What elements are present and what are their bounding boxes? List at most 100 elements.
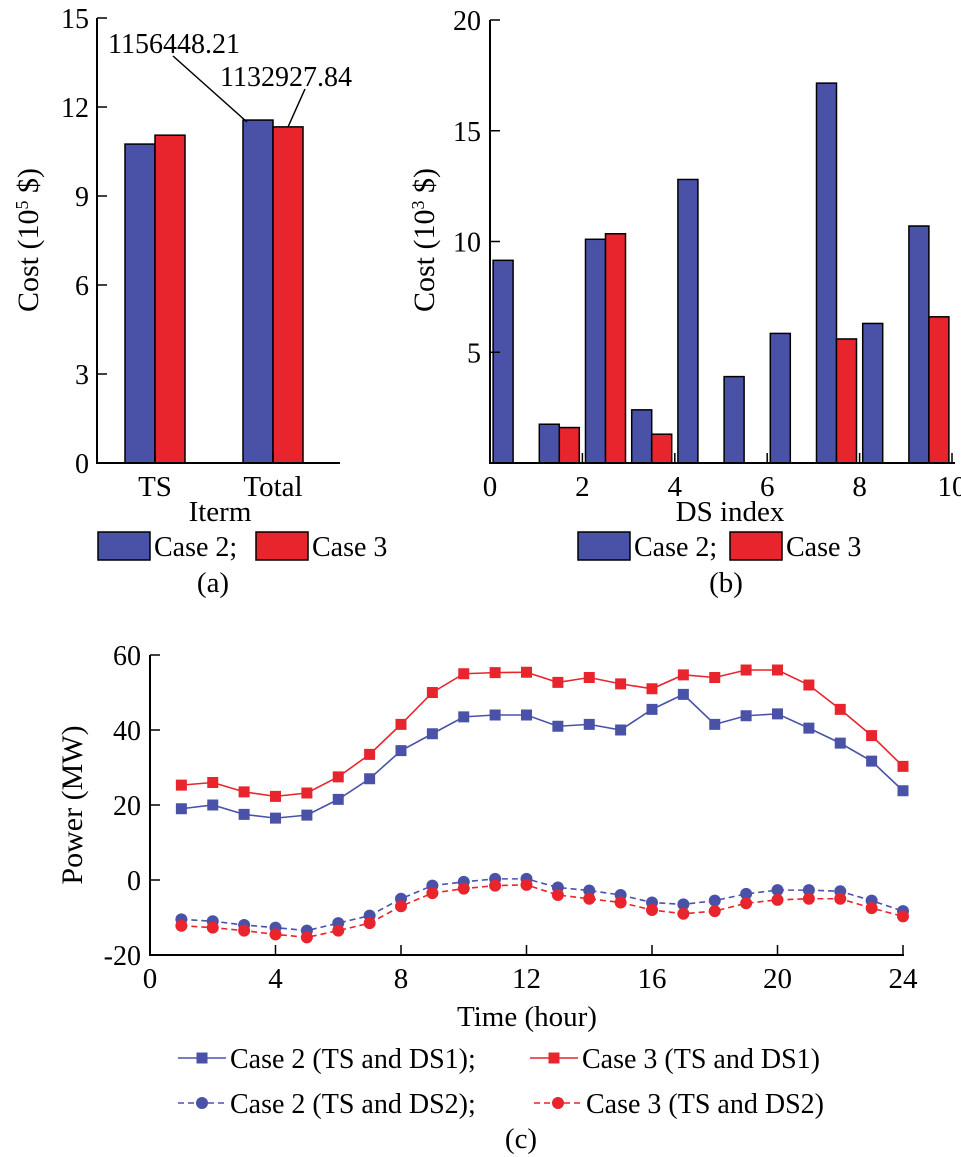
- panel-b-ytick-label: 20: [453, 6, 481, 37]
- annotation-leader-1: [172, 55, 248, 123]
- panel-c-marker-series-1: [897, 785, 909, 797]
- panel-a-bar-case2: [242, 119, 274, 464]
- panel-c-marker-series-2: [677, 669, 689, 681]
- panel-c-marker-series-2: [552, 676, 564, 688]
- panel-c-ytick-label: 40: [113, 716, 141, 747]
- panel-b-xtick-label: 0: [483, 471, 498, 503]
- panel-c-marker-series-1: [364, 773, 376, 785]
- legend-label-series-4: Case 3 (TS and DS2): [586, 1089, 824, 1120]
- panel-c-ytick-label: 60: [113, 641, 141, 672]
- panel-c-marker-series-1: [332, 793, 344, 805]
- panel-c-ytick-label: 20: [113, 791, 141, 822]
- panel-b-xtick-label: 4: [668, 471, 683, 503]
- panel-c-marker-series-4: [206, 921, 219, 934]
- panel-c-marker-series-2: [803, 679, 815, 691]
- panel-c-marker-series-1: [866, 755, 878, 767]
- panel-c-xtick-label: 16: [638, 963, 667, 995]
- panel-c-marker-series-1: [740, 710, 752, 722]
- legend-marker-series-1: [196, 1052, 208, 1064]
- panel-c-xtick-label: 24: [889, 963, 919, 995]
- panel-c-marker-series-2: [458, 668, 470, 680]
- panel-c-marker-series-2: [175, 779, 187, 791]
- panel-b-bars: [492, 82, 950, 464]
- legend-swatch-case3: [255, 531, 309, 561]
- panel-c-marker-series-2: [834, 703, 846, 715]
- panel-b-x-ticks: 0 2 4 6 8 10: [483, 453, 961, 503]
- panel-b-bar-case2: [538, 423, 561, 464]
- panel-c-marker-series-1: [175, 803, 187, 815]
- panel-c-marker-series-2: [646, 683, 658, 695]
- panel-b-xtick-label: 6: [760, 471, 775, 503]
- panel-c-marker-series-2: [489, 667, 501, 679]
- panel-a-bar-case3: [272, 126, 304, 464]
- panel-c-marker-series-4: [395, 900, 407, 913]
- panel-a-xtick-label: TS: [138, 471, 172, 503]
- panel-c-marker-series-2: [364, 748, 376, 760]
- panel-c-marker-series-4: [771, 893, 784, 906]
- panel-c-marker-series-1: [552, 720, 564, 732]
- panel-c-marker-series-4: [646, 904, 658, 916]
- panel-b-bar-case2: [908, 225, 930, 464]
- panel-c-marker-series-2: [583, 672, 595, 683]
- panel-c-marker-series-2: [395, 718, 407, 730]
- panel-a-ytick-label: 6: [75, 271, 89, 302]
- panel-b-bar-case2: [584, 238, 607, 464]
- legend-label-case2: Case 2;: [154, 532, 237, 563]
- panel-b-y-ticks: 5 10 15 20: [453, 6, 500, 369]
- legend-label-case3: Case 3: [786, 532, 861, 563]
- legend-swatch-case3: [729, 531, 783, 561]
- panel-b-bar-case3: [650, 433, 673, 464]
- panel-b-xtick-label: 8: [852, 471, 867, 503]
- panel-a-bar-case2: [124, 143, 156, 464]
- panel-c-legend: Case 2 (TS and DS1); Case 3 (TS and DS1) C…: [178, 1044, 824, 1120]
- panel-c-ylabel: Power (MW): [56, 725, 89, 884]
- panel-a-bars: [124, 119, 304, 464]
- panel-c-marker-series-1: [709, 718, 721, 730]
- panel-b-ytick-label: 15: [453, 117, 481, 148]
- panel-b-bar-case2: [492, 259, 514, 464]
- panel-c-marker-series-4: [708, 905, 721, 918]
- panel-c-marker-series-2: [615, 678, 627, 690]
- panel-c-marker-series-1: [395, 745, 407, 757]
- panel-c-marker-series-1: [646, 703, 658, 715]
- panel-c-marker-series-4: [269, 928, 282, 941]
- panel-c-marker-series-4: [740, 897, 753, 910]
- panel-c-marker-series-3: [677, 898, 690, 911]
- panel-c-marker-series-1: [301, 809, 313, 821]
- panel-c-marker-series-4: [834, 892, 847, 905]
- panel-c-marker-series-4: [238, 924, 251, 937]
- panel-c-marker-series-3: [708, 894, 721, 907]
- legend-label-series-1: Case 2 (TS and DS1);: [230, 1044, 476, 1075]
- panel-c-marker-series-4: [897, 910, 909, 923]
- panel-b-bar-case3: [835, 338, 858, 464]
- panel-a-ytick-label: 3: [75, 360, 89, 391]
- panel-c-marker-series-1: [772, 708, 783, 720]
- panel-a-xtick-label: Total: [243, 471, 302, 503]
- panel-b-bar-case3: [928, 316, 950, 464]
- panel-c-marker-series-3: [583, 884, 596, 897]
- panel-b-xlabel: DS index: [676, 496, 785, 528]
- panel-c-marker-series-2: [740, 664, 752, 676]
- panel-c-marker-series-2: [238, 786, 250, 798]
- panel-c-xtick-label: 20: [763, 963, 792, 995]
- legend-label-series-3: Case 2 (TS and DS2);: [230, 1089, 476, 1120]
- panel-b-xtick-label: 2: [575, 471, 590, 503]
- panel-c-marker-series-2: [772, 664, 783, 676]
- legend-swatch-case2: [97, 531, 151, 561]
- legend-marker-series-2: [548, 1052, 560, 1064]
- annotation-total-case3: 1132927.84: [220, 62, 352, 93]
- annotation-total-case2: 1156448.21: [108, 29, 240, 60]
- panel-c-line-series-3: [181, 878, 904, 932]
- panel-c-marker-series-2: [897, 760, 909, 772]
- panel-b-bar-case2: [723, 375, 745, 464]
- panel-c-xlabel: Time (hour): [457, 1001, 597, 1033]
- panel-c-marker-series-4: [677, 907, 690, 920]
- panel-c-marker-series-1: [583, 718, 595, 730]
- panel-b-ytick-label: 5: [467, 338, 481, 369]
- panel-c-series: [175, 664, 909, 944]
- panel-a-ytick-label: 0: [75, 449, 89, 480]
- panel-c-marker-series-4: [802, 892, 815, 905]
- panel-c-marker-series-4: [865, 902, 878, 915]
